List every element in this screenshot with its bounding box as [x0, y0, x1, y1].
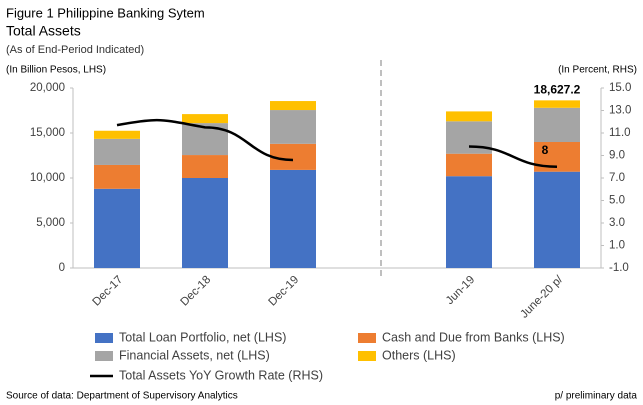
y2-tick-label: 3.0: [609, 217, 625, 229]
legend-label: Cash and Due from Banks (LHS): [382, 330, 565, 344]
legend-swatch: [358, 333, 376, 343]
y-axis-label: (In Billion Pesos, LHS): [6, 65, 106, 76]
bar: [182, 155, 228, 178]
bar: [94, 138, 140, 165]
y-tick-label: 10,000: [30, 172, 65, 184]
data-label: 8: [542, 143, 549, 157]
legend-label: Financial Assets, net (LHS): [119, 348, 270, 362]
x-tick-label: Dec-17: [91, 274, 126, 309]
y2-tick-label: 7.0: [609, 172, 625, 184]
y-tick-label: 0: [59, 262, 65, 274]
bar: [182, 178, 228, 268]
bar: [534, 171, 580, 268]
y-tick-label: 15,000: [30, 127, 65, 139]
bar: [270, 101, 316, 111]
bar: [270, 110, 316, 144]
bar: [534, 107, 580, 142]
y2-tick-label: 13.0: [609, 105, 631, 117]
bar: [446, 153, 492, 177]
y2-axis-label: (In Percent, RHS): [558, 65, 637, 76]
x-tick-label: Jun-19: [444, 274, 477, 307]
bar: [270, 143, 316, 170]
bar: [446, 111, 492, 122]
y2-tick-label: 11.0: [609, 127, 631, 139]
bar: [446, 176, 492, 268]
x-tick-label: Dec-19: [267, 274, 302, 309]
bar: [182, 114, 228, 124]
bar: [534, 100, 580, 108]
legend-swatch: [95, 333, 113, 343]
y2-tick-label: 15.0: [609, 82, 631, 94]
line: [116, 118, 294, 162]
y-tick-label: 5,000: [36, 217, 65, 229]
bar: [94, 188, 140, 268]
chart-subtitle: Total Assets: [6, 23, 81, 39]
legend-swatch: [95, 351, 113, 361]
bar: [94, 130, 140, 139]
x-tick-label: Dec-18: [179, 274, 214, 309]
line: [468, 145, 558, 168]
y2-tick-label: 9.0: [609, 150, 625, 162]
legend-label: Total Assets YoY Growth Rate (RHS): [119, 368, 323, 382]
legend-label: Total Loan Portfolio, net (LHS): [119, 330, 286, 344]
chart-note: (As of End-Period Indicated): [6, 44, 144, 56]
footnote: p/ preliminary data: [555, 391, 638, 402]
bar: [94, 164, 140, 189]
source: Source of data: Department of Supervisor…: [6, 391, 238, 402]
legend-swatch: [358, 351, 376, 361]
y2-tick-label: 5.0: [609, 195, 625, 207]
chart-title: Figure 1 Philippine Banking Sytem: [6, 5, 205, 20]
y2-tick-label: -1.0: [609, 262, 629, 274]
annotation: 18,627.2: [534, 83, 581, 97]
bar: [270, 169, 316, 268]
y2-tick-label: 1.0: [609, 240, 625, 252]
legend-label: Others (LHS): [382, 348, 456, 362]
y-tick-label: 20,000: [30, 82, 65, 94]
x-tick-label: June-20 p/: [518, 273, 565, 320]
